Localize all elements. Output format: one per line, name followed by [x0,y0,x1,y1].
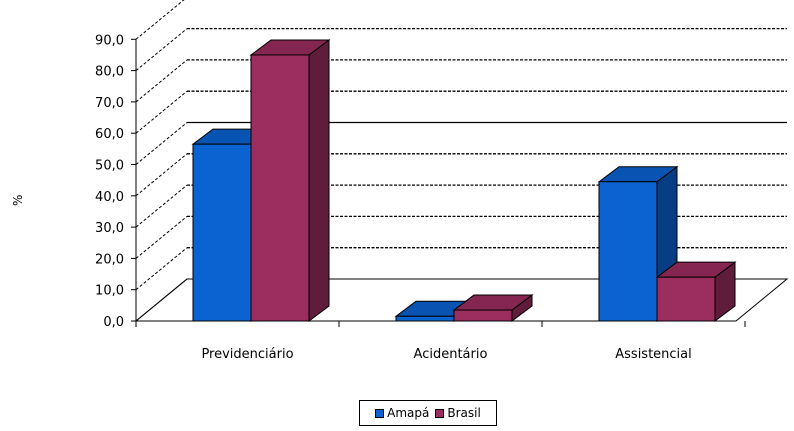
gridline-side [135,90,188,134]
gridline-side [135,247,188,291]
bar-front [192,143,252,322]
y-tick-label: 30,0 [95,221,124,236]
bar-side [308,38,330,322]
bar-brasil-0 [249,38,331,322]
y-tick-label: 40,0 [95,190,124,205]
y-tick-label: 50,0 [95,159,124,174]
x-tick-label: Previdenciário [201,347,293,362]
y-axis-ticks: 0,0 10,0 20,0 30,0 40,0 50,0 60,0 70,0 80,0 90,0 [95,33,136,330]
bar-brasil-2 [655,261,737,322]
y-tick-label: 0,0 [103,315,124,330]
gridline-side [135,0,185,40]
x-tick-label: Acidentário [414,347,488,362]
gridline-side [135,28,188,71]
bars [191,38,737,322]
legend-item-brasil: Brasil [435,406,481,420]
y-tick-label: 90,0 [95,33,124,48]
gridline-side [135,122,188,165]
x-tick-label: Assistencial [615,347,692,362]
gridline-side [135,216,188,259]
y-tick-label: 10,0 [95,284,124,299]
y-axis-title: % [11,195,25,206]
legend-label-brasil: Brasil [447,406,481,420]
y-tick-label: 70,0 [95,96,124,111]
gridline-side [135,153,188,197]
bar-front [250,54,310,322]
y-tick-label: 60,0 [95,127,124,142]
legend-swatch-brasil [435,408,445,418]
gridline-side [135,184,188,228]
x-axis-labels: Previdenciário Acidentário Assistencial [201,347,691,362]
y-tick-label: 20,0 [95,252,124,267]
bar-front [656,276,716,322]
bar-brasil-1 [452,294,534,322]
legend-swatch-amapa [375,408,385,418]
bar-front [598,181,658,322]
y-tick-label: 80,0 [95,65,124,80]
legend-label-amapa: Amapá [387,406,430,420]
gridline-side [135,278,188,322]
gridline-side [135,59,188,103]
bar-front [453,309,513,322]
legend: Amapá Brasil [359,400,497,426]
bar-front [395,315,455,322]
legend-item-amapa: Amapá [375,406,429,420]
